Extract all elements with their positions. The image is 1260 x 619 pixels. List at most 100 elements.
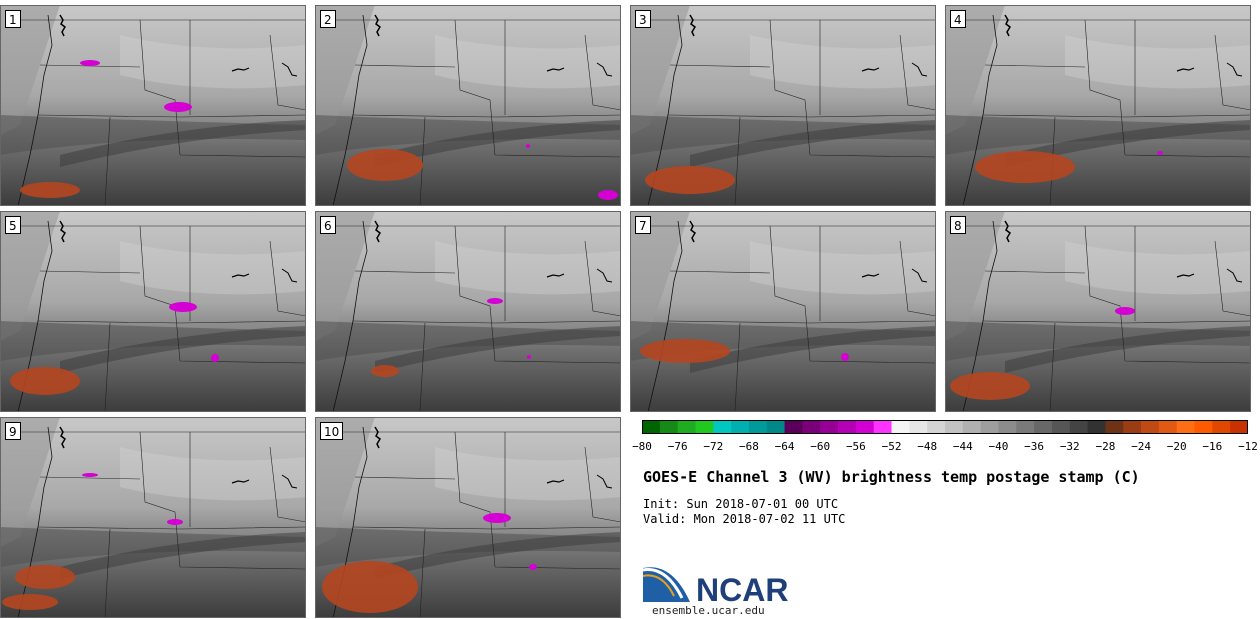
cold-cloud-area	[164, 102, 192, 112]
colorbar-tick-labels: −80 −76 −72 −68 −64 −60 −56 −52 −48 −44 −40 −36 −32 −…	[622, 440, 1260, 456]
colorbar-tick-label: −80	[632, 440, 652, 453]
cold-cloud-area	[483, 513, 511, 523]
cold-cloud-area	[169, 302, 197, 312]
colorbar-swatch	[998, 420, 1017, 434]
wv-map	[945, 211, 1251, 412]
colorbar-swatch	[1105, 420, 1124, 434]
colorbar-swatch	[945, 420, 964, 434]
cold-cloud-area	[1157, 151, 1163, 155]
panel-number: 4	[950, 10, 966, 28]
colorbar-tick-label: −72	[703, 440, 724, 453]
cold-cloud-area	[1115, 307, 1135, 315]
colorbar-swatch	[820, 420, 839, 434]
figure-title: GOES-E Channel 3 (WV) brightness temp po…	[643, 468, 1140, 486]
colorbar-swatch	[1016, 420, 1035, 434]
postage-stamp-panel: 8	[945, 211, 1251, 412]
postage-stamp-panel: 3	[630, 5, 936, 206]
colorbar-swatch	[1212, 420, 1231, 434]
colorbar-tick-label: −56	[845, 440, 866, 453]
warm-dry-area	[640, 339, 730, 363]
warm-dry-area	[2, 594, 58, 610]
colorbar-tick-label: −20	[1166, 440, 1187, 453]
panel-number: 10	[320, 422, 344, 440]
warm-dry-area	[347, 149, 423, 181]
warm-dry-area	[10, 367, 80, 395]
colorbar-swatch	[695, 420, 714, 434]
colorbar-tick-label: −16	[1202, 440, 1223, 453]
colorbar-swatch	[838, 420, 857, 434]
panel-number: 1	[5, 10, 21, 28]
colorbar-swatch	[873, 420, 893, 434]
colorbar-swatch	[659, 420, 679, 434]
warm-dry-area	[950, 372, 1030, 400]
wv-map	[315, 211, 621, 412]
wv-map	[315, 417, 621, 618]
colorbar-tick-label: −76	[667, 440, 688, 453]
colorbar-tick-label: −52	[881, 440, 902, 453]
colorbar-swatch	[731, 420, 750, 434]
panel-number: 2	[320, 10, 336, 28]
colorbar-tick-label: −64	[774, 440, 795, 453]
panel-number: 9	[5, 422, 21, 440]
colorbar-swatch	[748, 420, 768, 434]
cold-cloud-area	[529, 564, 537, 570]
ncar-logo: NCAR	[642, 567, 788, 606]
warm-dry-area	[20, 182, 80, 198]
colorbar-tick-label: −12	[1238, 440, 1258, 453]
postage-stamp-panel: 1	[0, 5, 306, 206]
warm-dry-area	[15, 565, 75, 589]
colorbar-swatch	[855, 420, 875, 434]
cold-cloud-area	[598, 190, 618, 200]
colorbar-swatch	[1087, 420, 1106, 434]
postage-stamp-panel: 9	[0, 417, 306, 618]
colorbar-tick-label: −28	[1095, 440, 1116, 453]
colorbar-tick-label: −32	[1059, 440, 1080, 453]
logo-url: ensemble.ucar.edu	[652, 604, 765, 617]
wv-map	[0, 211, 306, 412]
panel-number: 8	[950, 216, 966, 234]
colorbar-swatch	[713, 420, 732, 434]
cold-cloud-area	[211, 354, 219, 362]
colorbar-tick-label: −24	[1131, 440, 1151, 453]
panel-number: 3	[635, 10, 651, 28]
colorbar-swatch	[1069, 420, 1089, 434]
cold-cloud-area	[82, 473, 98, 477]
warm-dry-area	[322, 561, 418, 613]
colorbar-swatch	[677, 420, 696, 434]
colorbar-swatch	[1034, 420, 1053, 434]
wv-map	[630, 5, 936, 206]
colorbar-tick-label: −48	[917, 440, 938, 453]
panel-number: 6	[320, 216, 336, 234]
cold-cloud-area	[526, 144, 530, 148]
postage-stamp-panel: 2	[315, 5, 621, 206]
colorbar-swatch	[909, 420, 928, 434]
colorbar-swatch	[784, 420, 803, 434]
panel-number: 7	[635, 216, 651, 234]
colorbar-swatch	[962, 420, 982, 434]
colorbar-tick-label: −36	[1024, 440, 1045, 453]
colorbar-swatch	[1230, 420, 1248, 434]
cold-cloud-area	[167, 519, 183, 525]
colorbar-tick-label: −60	[810, 440, 831, 453]
cold-cloud-area	[527, 355, 531, 359]
wv-map	[0, 5, 306, 206]
postage-stamp-panel: 6	[315, 211, 621, 412]
cold-cloud-area	[487, 298, 503, 304]
wv-map	[945, 5, 1251, 206]
wv-map	[0, 417, 306, 618]
postage-stamp-panel: 4	[945, 5, 1251, 206]
colorbar-tick-label: −40	[988, 440, 1009, 453]
cold-cloud-area	[80, 60, 100, 66]
wv-map	[315, 5, 621, 206]
wv-map	[630, 211, 936, 412]
colorbar-swatch	[927, 420, 946, 434]
warm-dry-area	[645, 166, 735, 194]
logo-text: NCAR	[696, 572, 788, 606]
warm-dry-area	[975, 151, 1075, 183]
colorbar-swatch	[1123, 420, 1142, 434]
postage-stamp-panel: 10	[315, 417, 621, 618]
colorbar-swatch	[766, 420, 786, 434]
colorbar-tick-label: −68	[739, 440, 759, 453]
warm-dry-area	[371, 365, 399, 377]
colorbar-tick-label: −44	[952, 440, 973, 453]
